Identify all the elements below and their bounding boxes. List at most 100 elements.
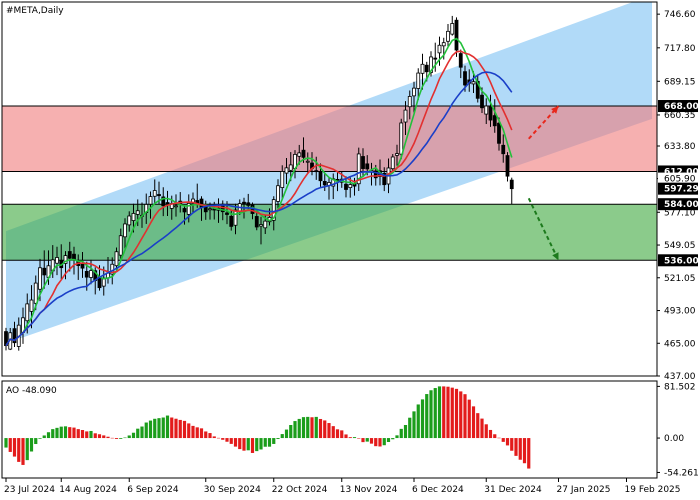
ao-bar [110,437,114,439]
ao-bar [148,420,153,439]
candle-body [246,202,251,206]
candle [114,247,119,270]
candle-body [407,96,412,108]
ao-bar [238,438,242,450]
candle-body [67,251,72,259]
ao-bar [297,418,301,439]
candle [390,154,395,172]
candle [301,137,306,163]
price-label-box [658,254,698,267]
candle [433,42,438,72]
ao-bar [289,424,293,439]
ao-bar [46,432,51,439]
ao-bar [161,417,165,439]
candle [284,158,289,185]
candle [55,246,59,276]
candle-body [89,270,93,278]
candle-body [123,223,127,238]
y-tick-label: 521.05 [664,274,696,284]
candle-body [4,331,8,347]
candle [505,152,510,182]
ao-bar [429,390,433,439]
candle [182,205,187,225]
ao-panel-frame [1,380,658,479]
y-tick-label: 549.05 [664,241,696,251]
price-label-box [658,100,698,113]
ao-bar [25,438,29,461]
ao-bar [416,404,420,439]
candle-body [505,155,510,177]
candle-body [242,201,246,205]
ao-bar [72,427,76,439]
ao-bar [361,438,365,443]
ao-bar [51,429,55,439]
candle [233,203,238,235]
candle [174,194,178,217]
candle-body [322,181,327,186]
ao-bar [21,438,25,465]
candle-body [165,202,170,205]
ao-bar [68,427,72,439]
x-tick-label: 6 Sep 2024 [127,485,179,495]
candle [305,152,310,173]
candle [484,98,489,125]
price-label-text: 536.00 [664,256,699,266]
ao-bar [310,417,314,439]
candle-body [131,213,136,221]
ao-bar [437,386,442,439]
ao-bar [488,429,493,439]
ao-bar [484,424,488,439]
candle-body [471,81,476,85]
ao-bar [85,431,89,439]
candle-body [208,208,212,211]
candle [80,251,85,278]
x-tick-label: 22 Oct 2024 [272,485,328,495]
candle-body [305,160,310,163]
ao-bar [357,438,361,439]
candle [450,15,455,36]
candle-body [373,170,378,179]
candle-body [450,23,455,35]
ao-bar [446,386,450,439]
candle [382,167,387,192]
ao-bar [127,435,131,439]
candle [509,177,514,205]
ao-bar [204,431,208,439]
candle [67,241,72,272]
candle [123,218,127,250]
candle [118,228,123,259]
candle [344,176,348,198]
ao-bar [97,434,102,439]
time-axis: 23 Jul 2024 14 Aug 2024 6 Sep 2024 30 Sep 2… [4,478,681,495]
main-panel [2,2,657,351]
ao-bar [276,438,280,440]
candle-body [161,196,166,207]
ao-bar [391,438,395,440]
ao-bar [454,388,459,439]
ma-line [5,71,513,347]
candle [25,293,30,334]
ao-bar [280,434,284,439]
ao-bar [191,425,195,439]
ao-bar [140,426,144,439]
candle [314,156,319,180]
y-tick-label: 437.00 [664,372,696,382]
ao-bar [352,437,357,439]
ao-bar [348,437,352,439]
y-tick-label: 633.80 [664,142,696,152]
candle-body [348,184,353,188]
ao-label: AO -48.090 [6,386,57,396]
candle-body [284,167,289,174]
ao-bar [221,438,225,440]
candle-body [454,19,459,51]
candle-body [399,122,404,155]
candle [127,211,132,232]
ao-bar [314,416,318,439]
candle-body [233,209,238,226]
candle-body [390,156,395,170]
ao-bar [374,438,378,447]
ao-bar [323,420,327,439]
candle-body [318,171,323,182]
ao-bar [55,427,59,439]
x-tick-label: 19 Feb 2025 [625,485,681,495]
